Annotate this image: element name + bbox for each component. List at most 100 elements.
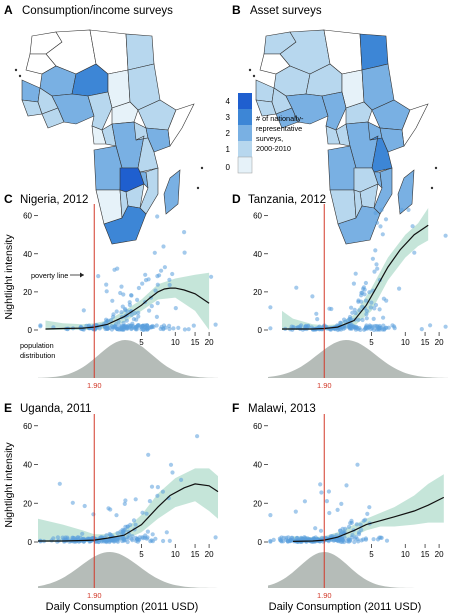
- scatter-point: [157, 273, 162, 278]
- scatter-point: [136, 285, 141, 291]
- scatter-point: [372, 306, 377, 311]
- scatter-point: [356, 532, 362, 537]
- scatter-point: [361, 518, 366, 523]
- africa-map-consumption: [14, 29, 204, 245]
- scatter-point: [132, 311, 137, 316]
- scatter-point: [357, 308, 362, 313]
- map-island-dot: [196, 186, 200, 190]
- scatter-point: [354, 535, 359, 540]
- x-tick-label: 10: [171, 338, 180, 347]
- x-tick-label: 20: [435, 338, 444, 347]
- scatter-point: [124, 325, 129, 330]
- scatter-point: [161, 244, 166, 249]
- scatter-point: [161, 327, 166, 332]
- scatter-point: [369, 300, 374, 305]
- x-tick-label: 5: [139, 550, 144, 559]
- scatter-point: [318, 528, 324, 533]
- scatter-point: [285, 538, 290, 544]
- scatter-point: [386, 325, 391, 330]
- scatter-point: [359, 538, 364, 543]
- scatter-point: [359, 527, 364, 533]
- map-country-angola: [327, 145, 357, 191]
- panel-c-title: Nigeria, 2012: [20, 194, 88, 206]
- legend-text-line-4: 2000-2010: [256, 144, 291, 153]
- legend-text-line-2: representative: [256, 124, 302, 133]
- scatter-point: [129, 536, 134, 541]
- scatter-point: [146, 452, 151, 457]
- scatter-point: [195, 434, 200, 439]
- scatter-point: [349, 520, 354, 525]
- scatter-point: [328, 534, 333, 539]
- map-country-kenya: [379, 127, 405, 153]
- fitted-curve: [282, 224, 429, 330]
- scatter-point: [176, 325, 181, 330]
- scatter-point: [38, 323, 43, 328]
- scatter-point: [122, 501, 127, 506]
- legend-text-line-3: surveys,: [256, 134, 283, 143]
- legend-swatch-3: [238, 109, 252, 125]
- scatter-point: [354, 324, 359, 329]
- scatter-point: [144, 326, 149, 331]
- scatter-point: [377, 326, 382, 331]
- scatter-point: [147, 499, 152, 504]
- scatter-point: [339, 327, 344, 332]
- scatter-point: [315, 317, 320, 322]
- scatter-point: [159, 268, 164, 273]
- map-country-madagascar: [397, 169, 415, 215]
- y-tick-label: 60: [23, 212, 32, 221]
- scatter-point: [360, 290, 365, 295]
- scatter-point: [363, 325, 368, 331]
- scatter-point: [115, 266, 120, 271]
- legend-level-3: 3: [226, 113, 231, 122]
- scatter-point: [57, 481, 62, 486]
- scatter-point: [377, 307, 382, 312]
- scatter-point: [155, 485, 160, 490]
- scatter-point: [358, 522, 363, 527]
- scatter-point: [268, 305, 273, 310]
- map-country-tanzania: [135, 135, 159, 173]
- scatter-point: [368, 326, 373, 332]
- scatter-point: [131, 518, 137, 523]
- scatter-point: [133, 522, 138, 527]
- scatter-point: [114, 309, 119, 314]
- scatter-point: [110, 298, 115, 303]
- scatter-point: [346, 524, 352, 530]
- scatter-point: [153, 288, 158, 293]
- scatter-point: [324, 499, 329, 504]
- panel-f-title: Malawi, 2013: [248, 403, 316, 415]
- scatter-point: [399, 207, 404, 212]
- scatter-point: [145, 529, 150, 534]
- x-tick-label: 5: [139, 338, 144, 347]
- scatter-point: [155, 214, 160, 219]
- scatter-point: [167, 277, 172, 282]
- scatter-point: [99, 535, 104, 540]
- y-tick-label: 0: [258, 538, 263, 547]
- scatter-point: [392, 326, 397, 331]
- population-distribution-annotation-1: population: [20, 341, 54, 350]
- scatter-point: [82, 503, 87, 509]
- scatter-point: [374, 262, 379, 267]
- scatter-point: [319, 490, 324, 495]
- scatter-point: [167, 538, 172, 544]
- scatter-point: [78, 535, 83, 540]
- scatter-point: [104, 289, 109, 294]
- scatter-point: [364, 316, 369, 321]
- scatter-point: [382, 327, 387, 332]
- scatter-point: [191, 323, 196, 328]
- scatter-point: [120, 527, 125, 532]
- scatter-panel-4: 1.90 60 40 20 0 5 10 15 20: [253, 414, 448, 600]
- x-tick-label: 10: [171, 550, 180, 559]
- scatter-point: [356, 539, 361, 544]
- africa-map-asset: [248, 29, 438, 245]
- scatter-point: [381, 315, 386, 320]
- scatter-point: [173, 306, 178, 311]
- scatter-point: [167, 323, 172, 328]
- scatter-point: [370, 256, 375, 261]
- confidence-band: [45, 272, 210, 330]
- y-axis-label-bottom: Nightlight intensity: [3, 442, 15, 528]
- scatter-point: [356, 317, 361, 322]
- scatter-point: [294, 285, 299, 290]
- y-tick-label: 0: [28, 538, 33, 547]
- map-country-south-africa: [103, 205, 147, 245]
- panel-c-letter: C: [4, 192, 13, 206]
